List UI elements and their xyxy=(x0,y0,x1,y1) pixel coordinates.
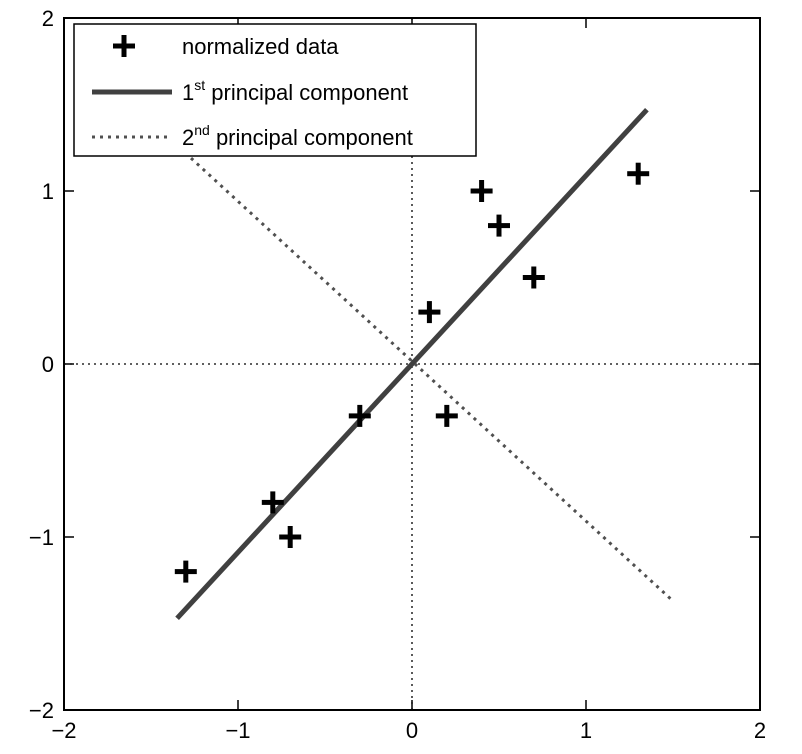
x-tick-label: −1 xyxy=(225,718,250,743)
legend-plus-vbar xyxy=(122,35,127,57)
legend-label-text: principal component xyxy=(210,125,413,150)
data-point-2 xyxy=(262,491,284,513)
data-point-1 xyxy=(175,561,197,583)
y-tick-label: −1 xyxy=(29,525,54,550)
data-point-3 xyxy=(279,526,301,548)
legend-label: 1st principal component xyxy=(182,77,408,105)
first-principal-component-line xyxy=(177,110,647,619)
legend-label-superscript: st xyxy=(194,77,205,93)
data-point-vbar xyxy=(270,491,275,513)
y-tick-label: −2 xyxy=(29,698,54,723)
y-tick-label: 1 xyxy=(42,179,54,204)
data-point-7 xyxy=(471,180,493,202)
data-point-4 xyxy=(349,405,371,427)
legend-label-text: principal component xyxy=(205,80,408,105)
data-point-8 xyxy=(488,215,510,237)
data-point-vbar xyxy=(183,561,188,583)
x-tick-label: 2 xyxy=(754,718,766,743)
legend-label-prefix: 1 xyxy=(182,80,194,105)
x-tick-label: 1 xyxy=(580,718,592,743)
second-principal-component-line xyxy=(191,158,673,601)
legend-label: 2nd principal component xyxy=(182,122,413,150)
data-point-vbar xyxy=(288,526,293,548)
data-point-vbar xyxy=(357,405,362,427)
data-point-6 xyxy=(436,405,458,427)
legend-label: normalized data xyxy=(182,34,339,59)
x-tick-label: 0 xyxy=(406,718,418,743)
x-tick-label: −2 xyxy=(51,718,76,743)
data-point-vbar xyxy=(636,163,641,185)
data-point-vbar xyxy=(427,301,432,323)
data-point-10 xyxy=(627,163,649,185)
data-point-5 xyxy=(418,301,440,323)
legend-label-text: normalized data xyxy=(182,34,339,59)
data-point-vbar xyxy=(444,405,449,427)
y-tick-label: 0 xyxy=(42,352,54,377)
data-point-vbar xyxy=(479,180,484,202)
data-point-vbar xyxy=(497,215,502,237)
legend-label-prefix: 2 xyxy=(182,125,194,150)
legend-label-superscript: nd xyxy=(194,122,210,138)
data-point-9 xyxy=(523,267,545,289)
data-point-vbar xyxy=(531,267,536,289)
y-tick-label: 2 xyxy=(42,6,54,31)
